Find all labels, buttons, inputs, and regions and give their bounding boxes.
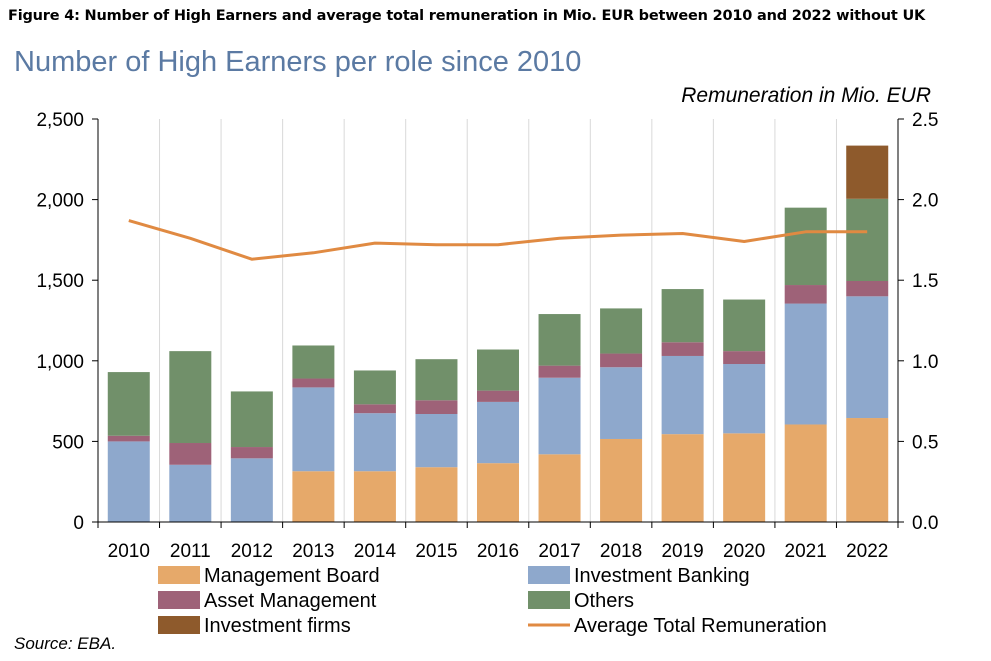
bar-others-2022 xyxy=(846,198,889,282)
bar-asset-management-2022 xyxy=(846,281,889,297)
bar-investment-firms-2022 xyxy=(846,145,889,199)
bar-management-board-2019 xyxy=(661,434,704,522)
bar-management-board-2021 xyxy=(784,424,827,522)
right-axis-tick-label: 1.0 xyxy=(912,352,938,373)
grid-layer xyxy=(159,119,837,522)
bar-management-board-2014 xyxy=(353,471,396,522)
x-axis-tick-label: 2020 xyxy=(723,541,765,562)
bar-others-2014 xyxy=(353,370,396,405)
bars-layer xyxy=(107,145,889,522)
x-axis-tick-label: 2014 xyxy=(354,541,397,562)
bar-asset-management-2017 xyxy=(538,365,581,378)
x-axis-tick-label: 2012 xyxy=(231,541,273,562)
legend-swatch xyxy=(528,566,570,584)
axis-layer: 0 500 1,000 1,500 2,000 2,500 0.0 0.5 1.0 1.5 2.0 2… xyxy=(36,110,938,562)
bar-asset-management-2010 xyxy=(107,435,150,442)
bar-others-2015 xyxy=(415,359,458,401)
bar-asset-management-2014 xyxy=(353,404,396,414)
x-axis-tick-label: 2011 xyxy=(170,541,211,562)
bar-investment-banking-2022 xyxy=(846,296,889,419)
right-axis-tick-label: 0.5 xyxy=(912,432,938,453)
bar-others-2011 xyxy=(169,351,212,444)
legend-label: Investment firms xyxy=(204,615,351,637)
right-axis-tick-label: 0.0 xyxy=(912,513,938,534)
x-axis-tick-label: 2021 xyxy=(785,541,827,562)
bar-asset-management-2013 xyxy=(292,378,335,388)
legend-swatch xyxy=(158,616,200,634)
x-axis-tick-label: 2017 xyxy=(538,541,580,562)
legend-swatch xyxy=(158,566,200,584)
bar-management-board-2022 xyxy=(846,418,889,522)
x-axis-tick-label: 2016 xyxy=(477,541,519,562)
x-axis-tick-label: 2022 xyxy=(846,541,888,562)
bar-others-2018 xyxy=(600,308,643,354)
bar-investment-banking-2020 xyxy=(723,364,766,434)
bar-investment-banking-2021 xyxy=(784,303,827,425)
x-axis-tick-label: 2019 xyxy=(661,541,703,562)
bar-others-2017 xyxy=(538,314,581,366)
right-axis-tick-label: 1.5 xyxy=(912,271,938,292)
legend-label: Average Total Remuneration xyxy=(574,615,827,637)
x-axis-tick-label: 2015 xyxy=(415,541,457,562)
right-axis-tick-label: 2.0 xyxy=(912,191,938,212)
bar-asset-management-2011 xyxy=(169,443,212,465)
bar-management-board-2020 xyxy=(723,433,766,522)
bar-investment-banking-2017 xyxy=(538,377,581,455)
bar-others-2021 xyxy=(784,207,827,286)
source-note: Source: EBA. xyxy=(14,634,117,653)
bar-others-2016 xyxy=(477,349,519,391)
bar-investment-banking-2018 xyxy=(600,367,643,439)
line-average-total-remuneration xyxy=(128,219,868,261)
left-axis-tick-label: 0 xyxy=(73,513,84,534)
bar-asset-management-2015 xyxy=(415,400,458,414)
bar-others-2013 xyxy=(292,345,335,379)
legend-label: Management Board xyxy=(204,565,380,587)
left-axis-tick-label: 2,000 xyxy=(36,191,84,212)
legend-swatch xyxy=(158,591,200,609)
bar-investment-banking-2015 xyxy=(415,413,458,468)
legend-label: Investment Banking xyxy=(574,565,750,587)
left-axis-tick-label: 1,500 xyxy=(36,271,84,292)
left-axis-tick-label: 500 xyxy=(52,432,84,453)
left-axis-tick-label: 1,000 xyxy=(36,352,84,373)
bar-others-2010 xyxy=(107,372,150,436)
bar-investment-banking-2011 xyxy=(169,464,212,522)
bar-others-2012 xyxy=(230,391,273,448)
bar-management-board-2017 xyxy=(538,454,581,522)
bar-investment-banking-2019 xyxy=(661,355,704,435)
bar-management-board-2016 xyxy=(477,463,519,522)
x-axis-tick-label: 2013 xyxy=(292,541,334,562)
left-axis-tick-label: 2,500 xyxy=(36,110,84,131)
bar-investment-banking-2013 xyxy=(292,387,335,472)
line-layer xyxy=(128,219,868,261)
bar-others-2020 xyxy=(723,299,766,352)
bar-asset-management-2016 xyxy=(477,390,519,402)
bar-others-2019 xyxy=(661,289,704,343)
bar-asset-management-2018 xyxy=(600,353,643,368)
x-axis-tick-label: 2018 xyxy=(600,541,642,562)
bar-investment-banking-2012 xyxy=(230,458,273,522)
bar-asset-management-2012 xyxy=(230,447,273,459)
bar-management-board-2018 xyxy=(600,438,643,522)
legend-label: Asset Management xyxy=(204,590,377,612)
bar-asset-management-2020 xyxy=(723,351,766,365)
bar-asset-management-2021 xyxy=(784,285,827,304)
bar-management-board-2015 xyxy=(415,467,458,522)
bar-investment-banking-2014 xyxy=(353,413,396,472)
right-axis-tick-label: 2.5 xyxy=(912,110,938,131)
bar-investment-banking-2010 xyxy=(107,441,150,522)
figure-caption: Figure 4: Number of High Earners and ave… xyxy=(8,8,926,24)
legend-label: Others xyxy=(574,590,634,612)
legend-layer: Management Board Investment Banking Asset … xyxy=(158,565,827,637)
bar-management-board-2013 xyxy=(292,471,335,522)
right-axis-title: Remuneration in Mio. EUR xyxy=(681,84,931,107)
chart-title: Number of High Earners per role since 20… xyxy=(14,46,582,78)
legend-swatch xyxy=(528,591,570,609)
bar-investment-banking-2016 xyxy=(477,401,519,464)
bar-asset-management-2019 xyxy=(661,342,704,356)
x-axis-tick-label: 2010 xyxy=(108,541,150,562)
